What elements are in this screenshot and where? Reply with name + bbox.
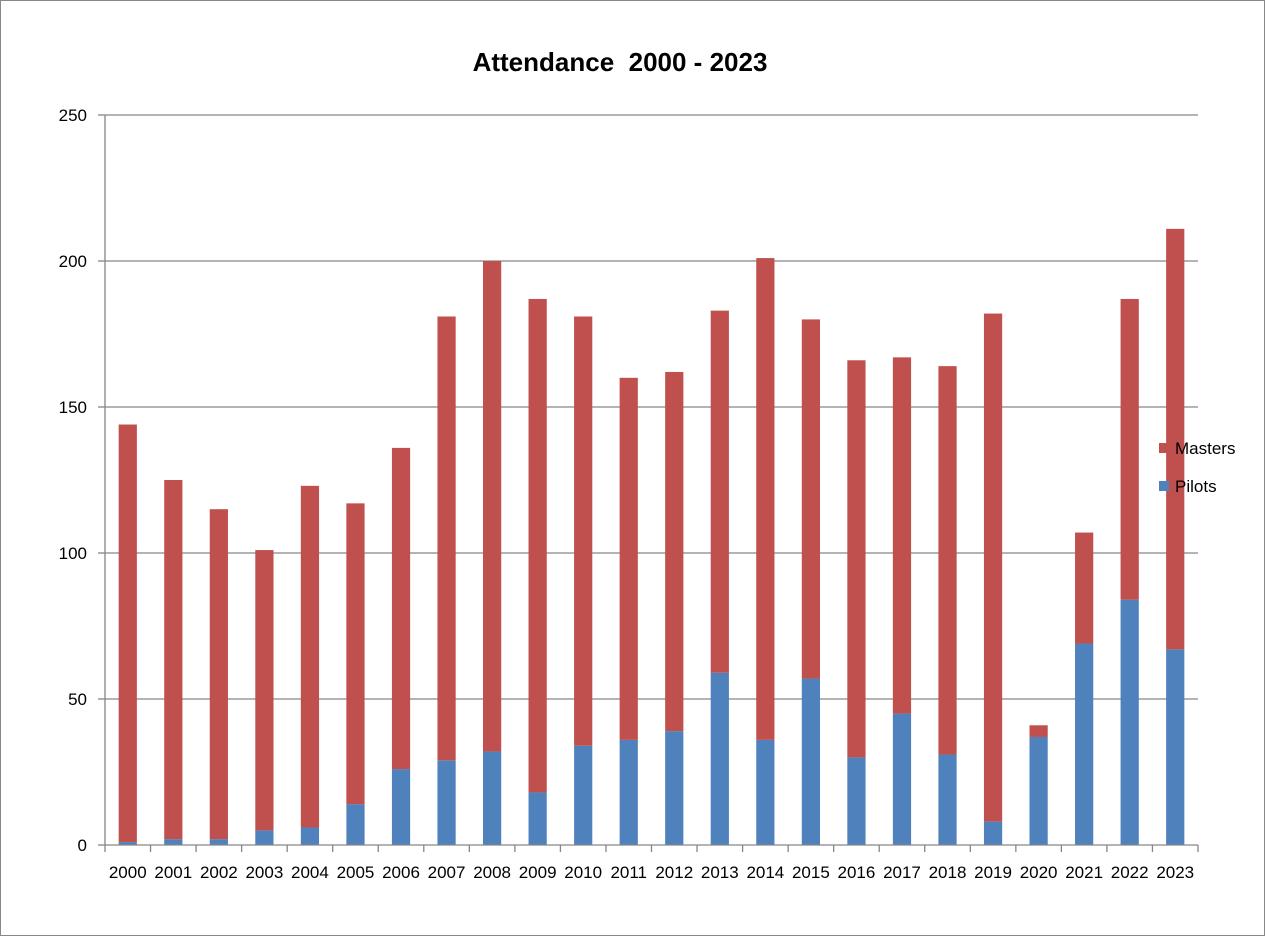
bar-pilots	[847, 757, 866, 845]
bar-pilots	[118, 842, 137, 845]
bar-pilots	[346, 804, 365, 845]
x-tick-label: 2017	[883, 863, 921, 882]
bar-pilots	[437, 760, 456, 845]
bar-pilots	[209, 839, 228, 845]
x-tick-label: 2012	[655, 863, 693, 882]
axis-layer: 0 50 100 150 200 250 2000 2001 2002 2003 2004 2005 2…	[59, 106, 1199, 882]
bar-masters	[983, 313, 1003, 822]
x-tick-label: 2010	[564, 863, 602, 882]
bar-masters	[482, 261, 502, 752]
chart-title: Attendance 2000 - 2023	[473, 47, 768, 77]
x-tick-label: 2004	[291, 863, 329, 882]
bar-masters	[665, 371, 684, 732]
x-tick-label: 2020	[1020, 863, 1058, 882]
bar-masters	[892, 357, 912, 714]
bar-masters	[164, 480, 183, 840]
bar-masters	[255, 550, 274, 831]
x-tick-label: 2018	[929, 863, 967, 882]
x-tick-label: 2022	[1111, 863, 1149, 882]
bar-pilots	[983, 821, 1003, 845]
bar-pilots	[391, 769, 411, 845]
bar-masters	[528, 298, 547, 793]
bar-masters	[1120, 298, 1139, 600]
x-tick-label: 2007	[428, 863, 466, 882]
bar-masters	[619, 377, 638, 740]
x-tick-label: 2013	[701, 863, 739, 882]
bar-pilots	[164, 839, 183, 845]
bar-pilots	[710, 672, 729, 845]
x-tick-label: 2019	[974, 863, 1012, 882]
bar-masters	[847, 360, 866, 758]
bar-pilots	[255, 830, 274, 845]
x-tick-label: 2009	[519, 863, 557, 882]
x-tick-label: 2006	[382, 863, 420, 882]
grid-layer	[105, 114, 1198, 700]
bar-masters	[756, 258, 775, 740]
x-tick-label: 2011	[610, 863, 647, 882]
bar-masters	[710, 310, 729, 673]
bar-pilots	[1120, 599, 1139, 845]
y-tick-label: 250	[59, 106, 87, 125]
bar-pilots	[1166, 649, 1185, 845]
x-tick-label: 2014	[746, 863, 784, 882]
y-tick-label: 50	[68, 690, 87, 709]
x-tick-label: 2001	[154, 863, 192, 882]
x-tick-label: 2016	[838, 863, 876, 882]
bar-masters	[1029, 725, 1048, 737]
bar-pilots	[300, 827, 320, 845]
bar-pilots	[1029, 736, 1048, 845]
bar-masters	[437, 316, 456, 761]
bar-masters	[346, 503, 365, 805]
bar-pilots	[665, 731, 684, 845]
y-tick-label: 0	[78, 836, 87, 855]
bar-pilots	[756, 739, 775, 845]
x-tick-label: 2002	[200, 863, 238, 882]
bar-masters	[1166, 228, 1185, 650]
y-tick-label: 100	[59, 544, 87, 563]
x-tick-label: 2005	[337, 863, 375, 882]
bar-pilots	[938, 754, 957, 845]
bar-masters	[801, 319, 821, 679]
bar-pilots	[619, 739, 638, 845]
bar-masters	[209, 509, 228, 840]
bar-pilots	[574, 745, 593, 845]
legend-label-pilots: Pilots	[1175, 477, 1217, 496]
bar-masters	[391, 447, 411, 770]
x-tick-label: 2023	[1156, 863, 1194, 882]
x-tick-label: 2000	[109, 863, 147, 882]
bar-pilots	[892, 713, 912, 845]
x-tick-label: 2003	[245, 863, 283, 882]
bar-pilots	[801, 678, 821, 845]
x-tick-label: 2008	[473, 863, 511, 882]
y-tick-label: 200	[59, 252, 87, 271]
bar-masters	[118, 424, 137, 843]
bar-pilots	[482, 751, 502, 845]
y-tick-label: 150	[59, 398, 87, 417]
bar-pilots	[528, 792, 547, 845]
bar-pilots	[1075, 643, 1094, 845]
x-tick-label: 2015	[792, 863, 830, 882]
bar-masters	[574, 316, 593, 746]
bar-masters	[300, 485, 320, 828]
legend: Masters Pilots	[1159, 439, 1235, 496]
bar-masters	[938, 366, 957, 755]
legend-swatch-pilots	[1159, 481, 1169, 491]
bars-layer	[118, 228, 1185, 845]
bar-masters	[1075, 532, 1094, 644]
legend-swatch-masters	[1159, 443, 1169, 453]
legend-label-masters: Masters	[1175, 439, 1235, 458]
x-tick-label: 2021	[1065, 863, 1103, 882]
